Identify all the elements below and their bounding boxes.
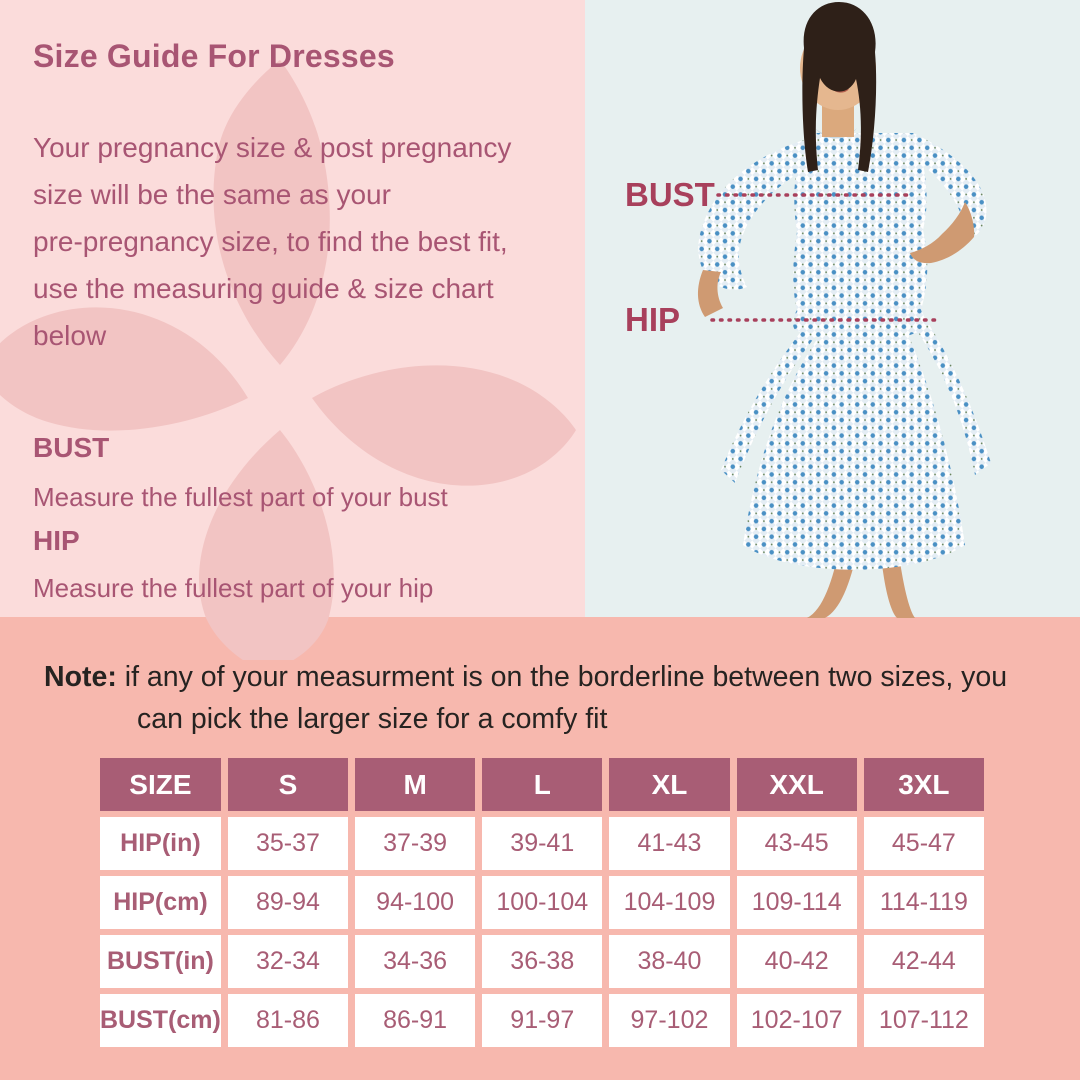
- svg-text:BUST: BUST: [625, 176, 715, 213]
- svg-text:HIP: HIP: [625, 301, 680, 338]
